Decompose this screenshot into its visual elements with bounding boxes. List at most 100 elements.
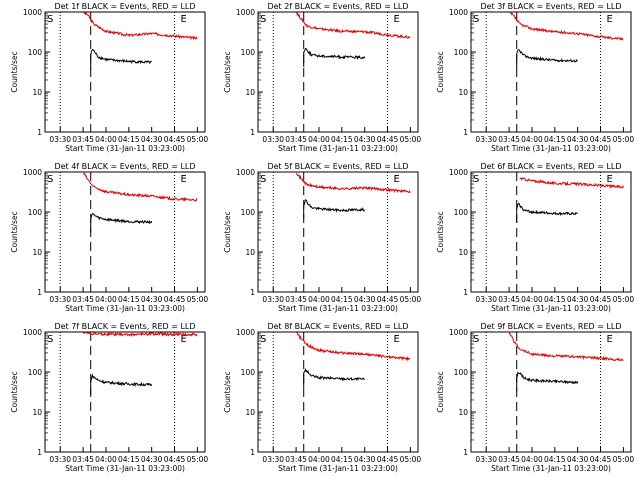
x-tick-label: 04:15 [544, 295, 566, 304]
end-flag: E [181, 174, 187, 185]
x-tick-label: 04:00 [308, 295, 330, 304]
x-tick-label: 04:15 [544, 135, 566, 144]
x-tick-label: 05:00 [187, 295, 209, 304]
x-tick-label: 03:30 [49, 135, 71, 144]
panel-7: Det 7f BLACK = Events, RED = LLD 1 10 100 10… [10, 322, 208, 473]
x-tick-label: 05:00 [400, 455, 422, 464]
lld-series-line [82, 12, 198, 41]
x-tick-label: 03:30 [262, 135, 284, 144]
y-tick-label: 1000 [449, 8, 468, 17]
y-tick-label: 10 [458, 408, 468, 417]
x-tick-label: 04:30 [141, 295, 163, 304]
y-tick-label: 100 [28, 208, 43, 217]
plot-frame [257, 11, 419, 133]
y-tick-label: 1 [37, 128, 42, 137]
x-tick-label: 03:30 [262, 455, 284, 464]
y-tick-label: 1 [463, 288, 468, 297]
x-axis-label: Start Time (31-Jan-11 03:23:00) [491, 144, 611, 153]
chart-title: Det 7f BLACK = Events, RED = LLD [54, 322, 195, 331]
y-tick-label: 100 [28, 368, 43, 377]
x-tick-label: 04:00 [95, 455, 117, 464]
y-axis-label: Counts/sec [223, 371, 232, 412]
chart-title: Det 6f BLACK = Events, RED = LLD [480, 162, 621, 171]
x-tick-label: 04:15 [331, 135, 353, 144]
x-tick-label: 05:00 [187, 135, 209, 144]
plot-frame [257, 331, 419, 453]
start-flag: S [260, 174, 266, 185]
plot-frame [470, 331, 632, 453]
panel-2: Det 2f BLACK = Events, RED = LLD 1 10 100 10… [223, 2, 421, 153]
y-tick-label: 1 [250, 128, 255, 137]
x-tick-label: 04:15 [118, 135, 140, 144]
y-tick-label: 100 [241, 368, 256, 377]
x-tick-label: 04:15 [544, 455, 566, 464]
x-tick-label: 04:30 [567, 455, 589, 464]
x-axis-label: Start Time (31-Jan-11 03:23:00) [278, 304, 398, 313]
chart-title: Det 2f BLACK = Events, RED = LLD [267, 2, 408, 11]
y-tick-label: 1000 [236, 8, 255, 17]
plot-frame [44, 331, 206, 453]
events-series-line [303, 368, 365, 388]
x-tick-label: 03:30 [475, 295, 497, 304]
x-tick-label: 03:45 [72, 295, 94, 304]
lld-series-line [509, 12, 624, 41]
x-tick-label: 05:00 [400, 135, 422, 144]
chart-title: Det 5f BLACK = Events, RED = LLD [267, 162, 408, 171]
y-tick-label: 1 [37, 288, 42, 297]
y-tick-label: 10 [458, 248, 468, 257]
y-tick-label: 1 [250, 288, 255, 297]
y-tick-label: 100 [454, 48, 469, 57]
y-axis-label: Counts/sec [223, 51, 232, 92]
plot-frame [257, 171, 419, 293]
start-flag: S [473, 334, 479, 345]
plot-frame [470, 171, 632, 293]
plot-frame [44, 11, 206, 133]
x-tick-label: 04:00 [521, 135, 543, 144]
x-tick-label: 04:15 [118, 295, 140, 304]
panel-9: Det 9f BLACK = Events, RED = LLD 1 10 100 10… [436, 322, 634, 473]
y-tick-label: 100 [241, 208, 256, 217]
x-tick-label: 03:45 [285, 135, 307, 144]
x-tick-label: 03:30 [475, 135, 497, 144]
chart-title: Det 9f BLACK = Events, RED = LLD [480, 322, 621, 331]
x-tick-label: 04:00 [95, 135, 117, 144]
x-axis-label: Start Time (31-Jan-11 03:23:00) [278, 144, 398, 153]
x-tick-label: 04:45 [164, 295, 186, 304]
x-tick-label: 05:00 [613, 295, 635, 304]
y-tick-label: 1 [463, 448, 468, 457]
x-tick-label: 03:45 [498, 455, 520, 464]
chart-title: Det 4f BLACK = Events, RED = LLD [54, 162, 195, 171]
x-tick-label: 03:45 [72, 135, 94, 144]
y-tick-label: 1 [37, 448, 42, 457]
x-tick-label: 03:45 [72, 455, 94, 464]
x-tick-label: 04:45 [377, 295, 399, 304]
x-tick-label: 04:30 [141, 455, 163, 464]
x-tick-label: 03:45 [285, 295, 307, 304]
events-series-line [90, 373, 153, 395]
start-flag: S [473, 174, 479, 185]
end-flag: E [607, 14, 613, 25]
y-axis-label: Counts/sec [436, 371, 445, 412]
lld-series-line [508, 332, 624, 362]
chart-title: Det 8f BLACK = Events, RED = LLD [267, 322, 408, 331]
x-tick-label: 04:30 [141, 135, 163, 144]
x-tick-label: 04:45 [590, 135, 612, 144]
panel-4: Det 4f BLACK = Events, RED = LLD 1 10 100 10… [10, 162, 208, 313]
x-tick-label: 03:45 [285, 455, 307, 464]
y-tick-label: 1 [463, 128, 468, 137]
start-flag: S [47, 334, 53, 345]
y-tick-label: 1000 [23, 328, 42, 337]
x-tick-label: 04:30 [354, 295, 376, 304]
y-tick-label: 1000 [23, 168, 42, 177]
y-axis-label: Counts/sec [436, 51, 445, 92]
x-axis-label: Start Time (31-Jan-11 03:23:00) [278, 464, 398, 473]
events-series-line [90, 48, 153, 70]
events-series-line [516, 202, 578, 223]
x-tick-label: 04:30 [354, 135, 376, 144]
x-tick-label: 04:45 [164, 455, 186, 464]
x-tick-label: 04:00 [308, 455, 330, 464]
panel-1: Det 1f BLACK = Events, RED = LLD 1 10 100 10… [10, 2, 208, 153]
events-series-line [303, 199, 366, 219]
y-tick-label: 10 [245, 88, 255, 97]
y-tick-label: 10 [32, 88, 42, 97]
